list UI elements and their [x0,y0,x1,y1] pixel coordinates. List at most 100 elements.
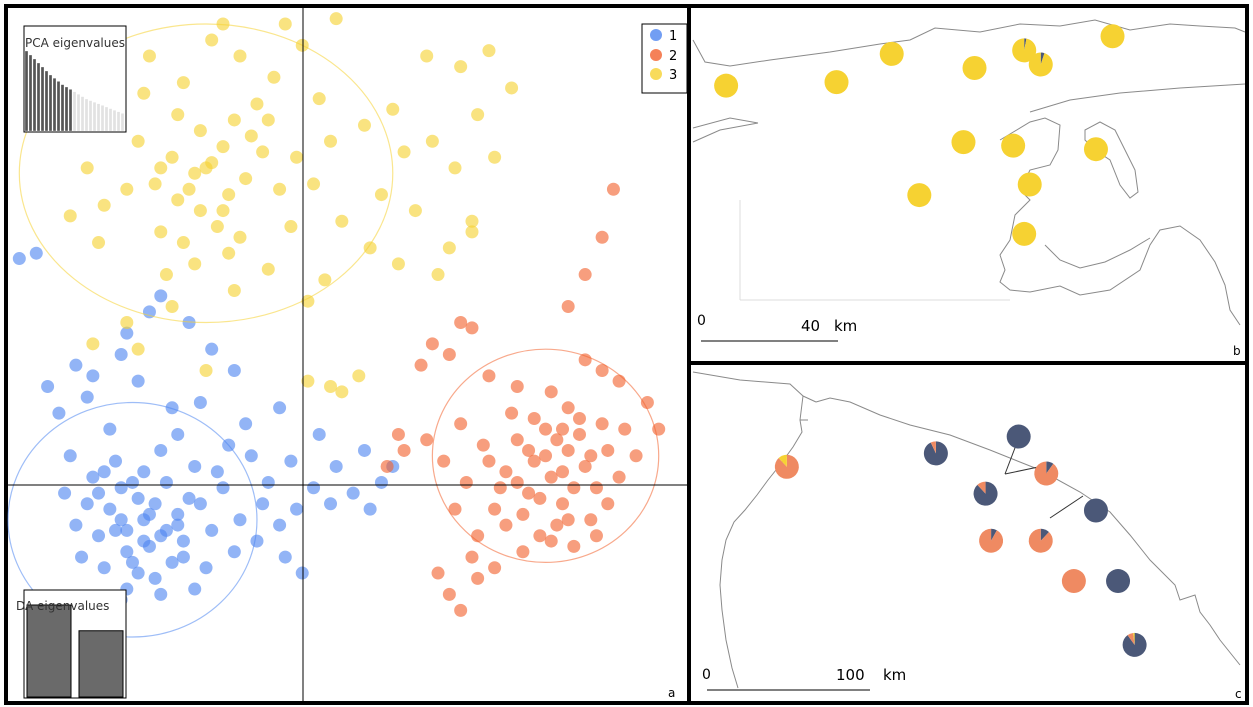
scatter-point-cluster-1 [114,348,128,361]
scatter-point-cluster-1 [290,502,304,516]
site-pie-slice [1012,221,1037,246]
scatter-point-cluster-1 [114,481,128,495]
scatter-point-cluster-1 [205,342,219,356]
scatter-point-cluster-2 [493,481,507,495]
scatter-point-cluster-3 [120,316,134,330]
site-pie-slice [1017,172,1042,197]
site-pie-slice [907,183,932,208]
scatter-point-cluster-2 [544,385,558,399]
scatter-point-cluster-1 [284,454,298,468]
site-pie-slice [1024,38,1027,51]
scale-unit-b: km [834,317,857,335]
scatter-point-cluster-1 [137,465,151,479]
scatter-point-cluster-1 [239,417,253,431]
scatter-point-cluster-2 [595,363,609,377]
pca-eigen-bar [52,78,57,132]
scatter-point-cluster-3 [171,193,185,207]
site-pie-slice [1122,632,1147,657]
scatter-point-cluster-1 [159,475,173,489]
scatter-point-cluster-2 [510,433,524,447]
scatter-point-cluster-2 [561,443,575,457]
site-pie-slice [1133,632,1135,645]
scatter-point-cluster-1 [109,523,123,537]
scatter-point-cluster-2 [471,571,485,585]
site-pie-slice [977,481,986,494]
scatter-point-cluster-1 [80,390,94,404]
scatter-point-cluster-2 [572,427,586,441]
scatter-point-cluster-2 [516,545,530,559]
scatter-point-cluster-1 [12,252,26,266]
site-pie-slice [1046,461,1054,474]
scatter-point-cluster-1 [69,358,83,372]
scatter-point-cluster-3 [216,140,230,154]
legend-box [641,23,688,94]
scatter-point-cluster-1 [278,550,292,564]
scatter-point-cluster-1 [69,518,83,532]
scatter-point-cluster-3 [391,257,405,271]
scatter-point-cluster-2 [567,481,581,495]
scatter-point-cluster-1 [250,534,264,548]
scatter-point-cluster-2 [612,470,626,484]
scatter-point-cluster-1 [131,374,145,388]
scatter-point-cluster-1 [273,518,287,532]
scatter-point-cluster-1 [159,523,173,537]
scatter-point-cluster-2 [442,587,456,601]
scatter-point-cluster-3 [137,86,151,100]
scatter-point-cluster-1 [120,545,134,559]
scatter-point-cluster-1 [125,475,139,489]
coast-river [800,395,817,421]
scatter-point-cluster-2 [595,417,609,431]
scatter-point-cluster-3 [301,294,315,308]
coast-north [692,19,1246,67]
scatter-point-cluster-3 [165,300,179,314]
site-pie-slice [1083,498,1108,523]
pca-eigen-bar [100,105,105,132]
scatter-point-cluster-2 [448,502,462,516]
scatter-point-cluster-3 [148,177,162,191]
scatter-point-cluster-2 [584,449,598,463]
site-pie-slice [879,41,904,66]
scatter-point-cluster-2 [420,433,434,447]
site-pie-slice [930,441,936,454]
scatter-point-cluster-2 [482,454,496,468]
scatter-point-cluster-2 [465,321,479,335]
scatter-point-cluster-3 [318,273,332,287]
scatter-point-cluster-1 [97,465,111,479]
scatter-point-cluster-3 [171,108,185,122]
scatter-point-cluster-1 [114,513,128,527]
scatter-point-cluster-3 [97,198,111,212]
site-pie-slice [1012,38,1037,63]
panel-c-coastline [692,371,1241,689]
scatter-point-cluster-2 [556,422,570,436]
scatter-point-cluster-1 [244,449,258,463]
scatter-point-cluster-1 [103,502,117,516]
scatter-point-cluster-3 [261,113,275,127]
scatter-point-cluster-1 [75,550,89,564]
scatter-point-cluster-3 [131,342,145,356]
scatter-point-cluster-3 [250,97,264,111]
scale-value-b: 40 [801,317,820,335]
scatter-point-cluster-1 [165,555,179,569]
pca-eigen-bar [56,81,61,132]
scatter-point-cluster-1 [165,401,179,415]
scatter-point-cluster-1 [92,486,106,500]
scatter-point-cluster-1 [86,470,100,484]
site-pie-slice [991,528,997,541]
scatter-point-cluster-2 [454,417,468,431]
scatter-point-cluster-3 [188,166,202,180]
scatter-point-cluster-2 [584,513,598,527]
scatter-point-cluster-3 [454,60,468,74]
scatter-point-cluster-2 [527,411,541,425]
scatter-point-cluster-2 [414,358,428,372]
scatter-point-cluster-2 [556,465,570,479]
scatter-point-cluster-1 [295,566,309,580]
cluster-ellipse-2 [431,348,660,563]
scatter-point-cluster-3 [425,134,439,148]
scatter-point-cluster-3 [239,172,253,186]
coast-inner-lagoon [1044,237,1151,269]
scatter-point-cluster-3 [307,177,321,191]
pca-eigen-bar [32,58,37,132]
legend-marker-3 [650,68,662,80]
scatter-point-cluster-3 [488,150,502,164]
